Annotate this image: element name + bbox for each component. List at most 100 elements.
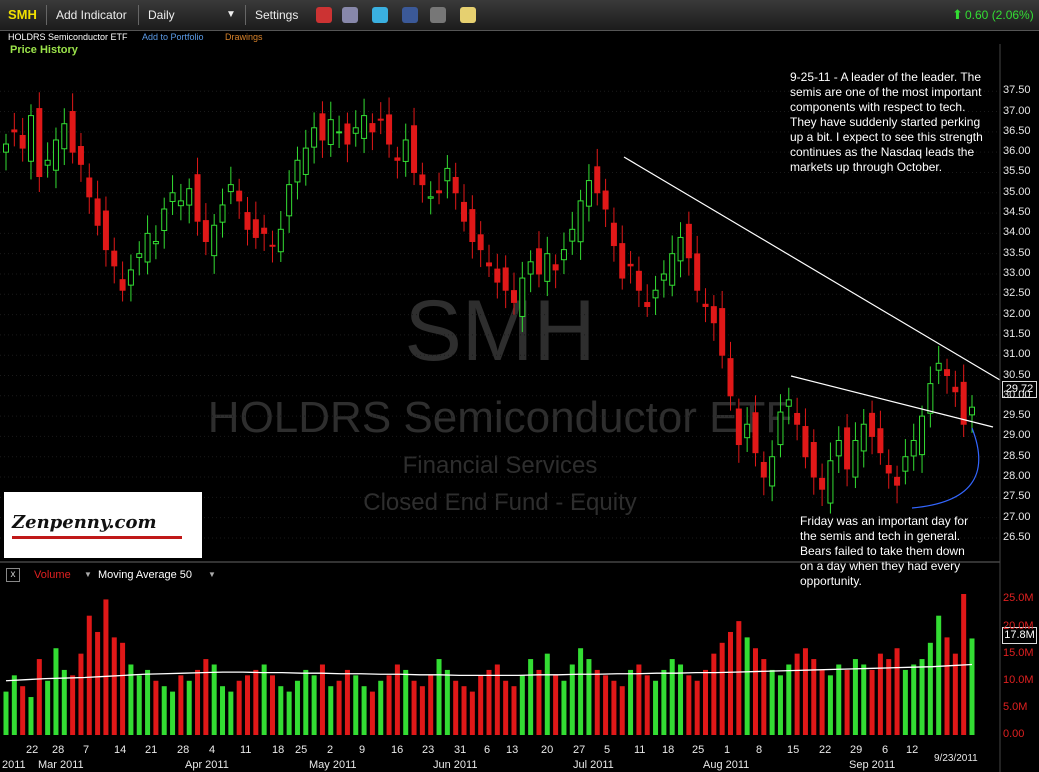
candle-body xyxy=(69,111,76,153)
volume-bar xyxy=(686,675,692,735)
volume-bar xyxy=(603,675,609,735)
volume-label[interactable]: Volume xyxy=(34,569,71,581)
month-label: Aug 2011 xyxy=(703,759,750,771)
volume-bar xyxy=(519,675,525,735)
volume-bar xyxy=(86,615,92,735)
volume-bar xyxy=(644,675,650,735)
candle-body xyxy=(494,268,501,283)
month-label: May 2011 xyxy=(309,759,357,771)
candle-body xyxy=(186,188,193,206)
candle-body xyxy=(361,115,368,139)
price-tick-label: 33.00 xyxy=(1003,266,1031,279)
candle-body xyxy=(710,306,717,324)
add-indicator-button[interactable]: Add Indicator xyxy=(56,8,127,22)
alarm-icon[interactable] xyxy=(316,7,332,23)
date-tick-label: 12 xyxy=(906,744,919,756)
settings-button[interactable]: Settings xyxy=(255,8,299,22)
candle-body xyxy=(327,119,334,146)
date-tick-label: 21 xyxy=(145,744,158,756)
date-tick-label: 6 xyxy=(882,744,889,756)
volume-bar xyxy=(528,659,534,735)
price-tick-label: 27.00 xyxy=(1003,510,1031,523)
chevron-down-icon[interactable]: ▼ xyxy=(208,570,216,579)
volume-bar xyxy=(103,599,109,735)
add-portfolio-link[interactable]: Add to Portfolio xyxy=(142,32,204,42)
annotation-curve xyxy=(911,427,980,509)
price-tick-label: 26.50 xyxy=(1003,530,1031,543)
price-tick-label: 28.00 xyxy=(1003,470,1031,483)
candle-body xyxy=(394,157,401,161)
volume-bar xyxy=(469,691,475,735)
watermark-ticker: SMH xyxy=(404,283,596,379)
volume-bar xyxy=(203,659,209,735)
date-tick-label: 31 xyxy=(454,744,467,756)
chevron-down-icon[interactable]: ▼ xyxy=(226,9,236,20)
resistance-trendline xyxy=(623,156,1001,381)
last-price-label: 29.72 xyxy=(1002,381,1037,398)
print-icon[interactable] xyxy=(342,7,358,23)
price-tick-label: 29.50 xyxy=(1003,409,1031,422)
binoculars-icon[interactable] xyxy=(430,7,446,23)
volume-bar xyxy=(494,664,500,735)
candle-body xyxy=(119,279,126,291)
volume-bar xyxy=(3,691,9,735)
candle-body xyxy=(227,184,234,193)
volume-bar xyxy=(111,637,117,735)
candle-body xyxy=(610,222,617,247)
date-tick-label: 1 xyxy=(724,744,731,756)
logo-text: Zenpenny.com xyxy=(12,512,157,533)
candle-body xyxy=(377,118,384,121)
candle-body xyxy=(344,123,351,145)
volume-bar xyxy=(786,664,792,735)
candle-body xyxy=(61,123,68,150)
volume-bar xyxy=(236,680,242,735)
date-tick-label: 22 xyxy=(26,744,39,756)
candle-body xyxy=(594,166,601,194)
period-select[interactable]: Daily xyxy=(148,8,175,22)
volume-bar xyxy=(70,675,76,735)
note-top: 9-25-11 - A leader of the leader. The se… xyxy=(790,70,983,174)
volume-bar xyxy=(919,659,925,735)
candle-body xyxy=(535,248,542,275)
date-tick-label: 20 xyxy=(541,744,554,756)
volume-bar xyxy=(361,686,367,735)
candle-body xyxy=(894,476,901,486)
date-tick-label: 13 xyxy=(506,744,519,756)
volume-bar xyxy=(419,686,425,735)
volume-bar xyxy=(344,669,350,735)
twitter-icon[interactable] xyxy=(372,7,388,23)
price-tick-label: 37.50 xyxy=(1003,84,1031,97)
volume-bar xyxy=(969,638,975,735)
candle-body xyxy=(569,228,576,242)
note-icon[interactable] xyxy=(460,7,476,23)
candle-body xyxy=(602,190,609,210)
candle-body xyxy=(261,227,268,234)
date-tick-label: 28 xyxy=(52,744,65,756)
candle-body xyxy=(927,383,934,414)
support-trendline xyxy=(790,375,994,428)
volume-bar xyxy=(761,659,767,735)
price-change: 0.60 (2.06%) xyxy=(965,8,1034,22)
volume-bar xyxy=(619,686,625,735)
candle-body xyxy=(860,423,867,452)
volume-bar xyxy=(170,691,176,735)
close-icon[interactable]: x xyxy=(6,568,20,582)
ticker-symbol[interactable]: SMH xyxy=(8,7,37,22)
facebook-icon[interactable] xyxy=(402,7,418,23)
ma-label[interactable]: Moving Average 50 xyxy=(98,569,192,581)
chevron-down-icon[interactable]: ▼ xyxy=(84,570,92,579)
price-tick-label: 36.50 xyxy=(1003,124,1031,137)
volume-bar xyxy=(444,669,450,735)
volume-bar xyxy=(678,664,684,735)
volume-bar xyxy=(869,669,875,735)
date-tick-label: 16 xyxy=(391,744,404,756)
drawings-link[interactable]: Drawings xyxy=(225,32,263,42)
volume-bar xyxy=(503,680,509,735)
volume-bar xyxy=(578,648,584,735)
volume-bar xyxy=(386,675,392,735)
candle-body xyxy=(11,129,18,133)
candle-body xyxy=(702,303,709,307)
price-tick-label: 30.50 xyxy=(1003,368,1031,381)
candle-body xyxy=(669,253,676,286)
